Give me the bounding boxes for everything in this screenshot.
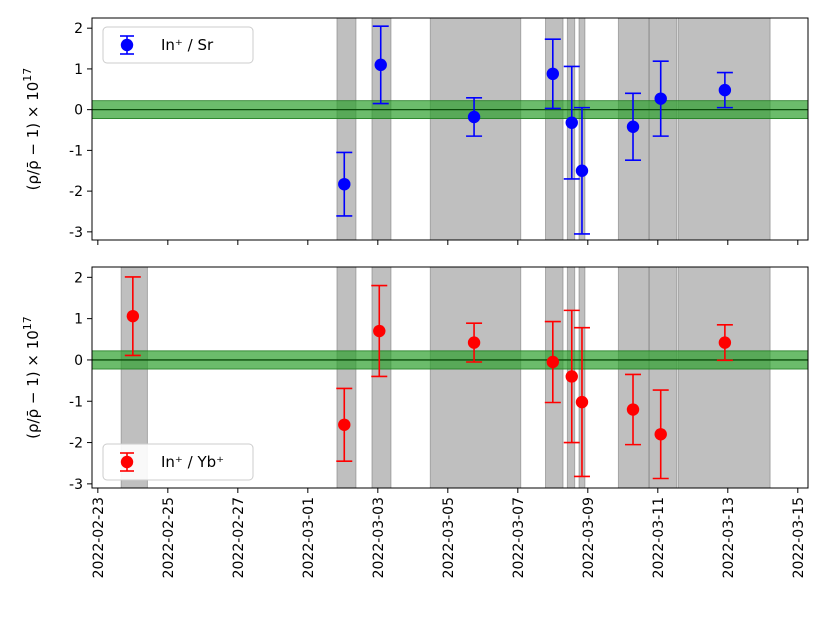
data-point xyxy=(573,106,590,235)
y-tick-label: 2 xyxy=(74,21,83,37)
marker xyxy=(565,370,578,383)
marker xyxy=(565,116,578,129)
marker xyxy=(626,120,640,133)
marker xyxy=(546,355,560,369)
panel-top: 2 1 0 -1 -2 -3 (ρ/ρ̄ − 1) × 1017 In⁺ / Sr xyxy=(21,17,809,245)
marker xyxy=(575,164,589,177)
marker xyxy=(718,336,732,349)
y-axis-label: (ρ/ρ̄ − 1) × 1017 xyxy=(21,68,42,191)
data-point xyxy=(716,324,733,362)
data-point xyxy=(124,276,141,357)
marker xyxy=(546,67,560,81)
data-point xyxy=(563,309,580,444)
plot-area xyxy=(92,267,808,488)
shaded-interval xyxy=(648,18,678,240)
data-point xyxy=(716,71,733,109)
y-tick-label: 2 xyxy=(74,270,83,286)
data-point xyxy=(625,373,642,446)
marker xyxy=(126,309,140,323)
x-tick-label: 2022-02-27 xyxy=(231,497,247,578)
shaded-interval xyxy=(545,18,564,240)
data-point xyxy=(563,65,580,180)
shaded-interval xyxy=(677,267,771,488)
x-tick-label: 2022-03-05 xyxy=(441,497,457,578)
shaded-interval xyxy=(677,18,771,240)
marker xyxy=(626,403,640,416)
x-tick-label: 2022-03-11 xyxy=(651,497,667,578)
x-tick-label: 2022-03-13 xyxy=(721,497,737,578)
marker xyxy=(467,110,481,124)
data-point xyxy=(336,387,353,462)
x-tick-label: 2022-03-09 xyxy=(581,497,597,578)
x-tick-label: 2022-03-03 xyxy=(371,497,387,578)
y-tick-label: 1 xyxy=(74,62,83,78)
shaded-interval xyxy=(429,267,522,488)
legend-marker xyxy=(120,38,134,52)
y-axis-label: (ρ/ρ̄ − 1) × 1017 xyxy=(21,316,42,439)
marker xyxy=(467,336,481,349)
shaded-interval xyxy=(429,18,522,240)
legend: In⁺ / Yb⁺ xyxy=(102,443,254,481)
data-point xyxy=(372,25,389,105)
y-axis-label-exponent: 17 xyxy=(21,68,34,82)
marker xyxy=(718,83,732,97)
y-tick-label: -3 xyxy=(69,225,83,241)
marker xyxy=(338,177,351,191)
legend-marker xyxy=(120,455,134,469)
data-point xyxy=(336,151,353,217)
x-tick-label: 2022-03-15 xyxy=(791,497,807,578)
axes-frame xyxy=(91,17,809,241)
marker xyxy=(374,58,387,72)
data-point xyxy=(573,326,590,478)
legend-label: In⁺ / Sr xyxy=(161,36,214,54)
data-point xyxy=(544,320,561,404)
data-point xyxy=(466,322,483,363)
legend-box xyxy=(102,26,254,64)
shaded-interval xyxy=(336,18,357,240)
y-tick-label: -2 xyxy=(69,436,83,452)
data-point xyxy=(544,38,561,110)
y-tick-label: 1 xyxy=(74,312,83,328)
axes-frame xyxy=(91,266,809,489)
marker xyxy=(373,324,386,338)
x-tick-label: 2022-02-25 xyxy=(161,497,177,578)
x-tick-label: 2022-03-07 xyxy=(511,497,527,578)
y-tick-label: -1 xyxy=(69,394,83,410)
shaded-interval xyxy=(336,267,357,488)
legend-box xyxy=(102,443,254,481)
marker xyxy=(654,428,667,441)
y-axis-label-exponent: 17 xyxy=(21,316,34,330)
marker xyxy=(654,92,667,105)
marker xyxy=(338,418,351,431)
plot-area xyxy=(92,18,808,240)
data-point xyxy=(466,97,483,137)
y-tick-label: -2 xyxy=(69,184,83,200)
y-tick-label: -3 xyxy=(69,477,83,493)
y-tick-label: 0 xyxy=(74,353,83,369)
y-tick-label: -1 xyxy=(69,143,83,159)
marker xyxy=(575,395,589,409)
legend-label: In⁺ / Yb⁺ xyxy=(161,453,224,471)
panel-bottom: 2 1 0 -1 -2 -3 2022-02-23 2022-02-25 2022-02-27 2… xyxy=(21,266,809,578)
shaded-interval xyxy=(371,18,392,240)
y-tick-label: 0 xyxy=(74,103,83,119)
shaded-interval xyxy=(617,267,650,488)
shaded-interval xyxy=(545,267,564,488)
shaded-interval xyxy=(371,267,392,488)
data-point xyxy=(652,60,669,137)
data-point xyxy=(371,284,388,378)
data-point xyxy=(625,92,642,161)
x-tick-label: 2022-03-01 xyxy=(301,497,317,578)
data-point xyxy=(652,389,669,480)
x-tick-label: 2022-02-23 xyxy=(91,497,107,578)
shaded-interval xyxy=(648,267,678,488)
legend: In⁺ / Sr xyxy=(102,26,254,64)
